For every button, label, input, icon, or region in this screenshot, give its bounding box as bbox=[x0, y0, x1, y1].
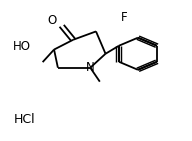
Text: HO: HO bbox=[13, 40, 31, 53]
Text: F: F bbox=[121, 11, 128, 24]
Text: N: N bbox=[86, 61, 95, 74]
Text: HCl: HCl bbox=[14, 113, 36, 126]
Text: O: O bbox=[48, 14, 57, 27]
